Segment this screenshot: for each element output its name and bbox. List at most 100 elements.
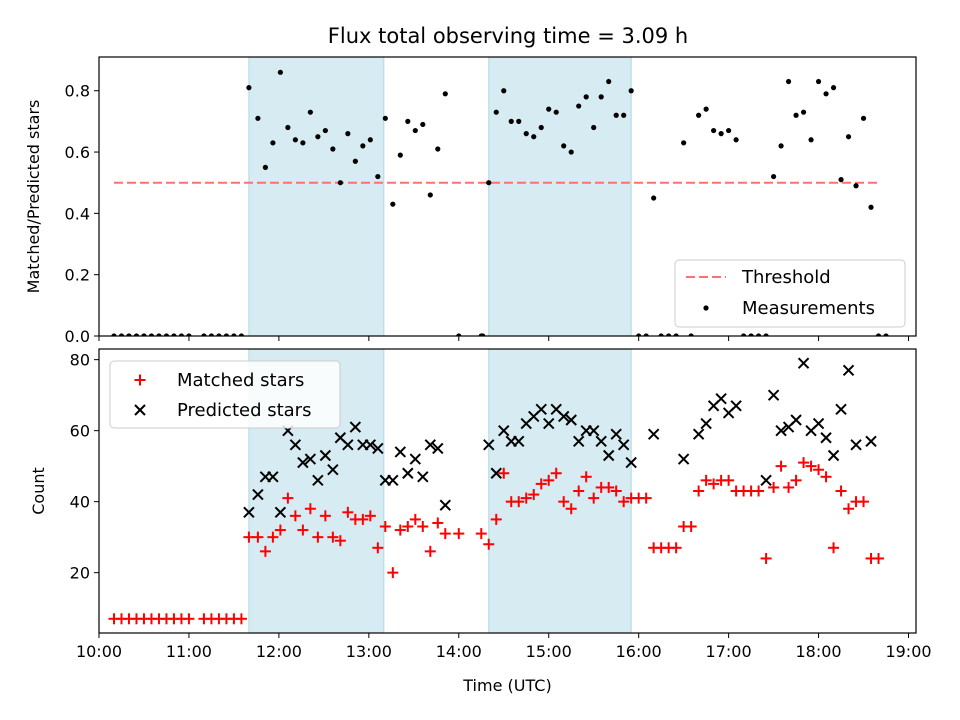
- measurement-point: [216, 333, 222, 336]
- bottom-ytick-label: 60: [70, 422, 90, 441]
- predicted-point-b: [692, 428, 705, 440]
- predicted-point-b: [312, 474, 324, 487]
- measurement-point: [726, 127, 732, 134]
- top-shaded-span-1: [488, 56, 632, 337]
- predicted-point: [297, 456, 309, 469]
- predicted-point-b: [327, 463, 339, 476]
- measurement-point: [397, 152, 403, 158]
- predicted-point-b: [572, 435, 585, 448]
- measurement-point: [696, 112, 702, 118]
- measurement-point: [860, 115, 867, 121]
- matched-point: [439, 528, 451, 540]
- predicted-point: [715, 392, 727, 405]
- predicted-point: [349, 421, 362, 433]
- measurement-point: [568, 149, 574, 155]
- matched-point: [402, 521, 414, 532]
- predicted-point: [760, 474, 772, 487]
- predicted-point: [342, 439, 354, 451]
- matched-point: [783, 481, 795, 493]
- predicted-point-b: [812, 417, 825, 430]
- measurement-point: [360, 143, 366, 149]
- predicted-point-b: [565, 414, 577, 426]
- predicted-point: [498, 424, 510, 437]
- matched-point: [573, 485, 585, 497]
- predicted-point: [558, 410, 570, 423]
- predicted-point: [865, 435, 877, 448]
- measurement-point: [367, 137, 373, 143]
- matched-point: [282, 492, 294, 504]
- xlabel: Time (UTC): [462, 676, 551, 695]
- measurement-point: [201, 333, 207, 336]
- matched-point: [685, 521, 697, 532]
- matched-point: [490, 513, 502, 525]
- measurement-point: [255, 115, 261, 121]
- predicted-point: [692, 428, 705, 440]
- predicted-point: [483, 439, 495, 451]
- matched-point: [304, 503, 316, 515]
- matched-point: [670, 542, 682, 554]
- top-shaded-span-0: [248, 56, 385, 337]
- matched-point: [580, 471, 592, 483]
- top-ytick-label: 0.6: [65, 143, 90, 162]
- matched-point: [183, 613, 195, 625]
- predicted-point-b: [700, 417, 712, 430]
- matched-point: [603, 481, 615, 493]
- predicted-point-b: [550, 403, 562, 416]
- matched-point: [528, 489, 540, 501]
- predicted-point: [513, 435, 525, 448]
- predicted-point-b: [483, 439, 495, 451]
- predicted-point: [439, 499, 451, 511]
- measurement-point: [621, 112, 627, 118]
- xtick-label: 13:00: [346, 642, 392, 661]
- predicted-point-b: [587, 424, 600, 437]
- predicted-point: [730, 400, 742, 412]
- measurement-point: [531, 134, 537, 140]
- matched-point: [843, 503, 855, 515]
- legend-predicted-swatch-b: [134, 404, 146, 416]
- measurement-point: [337, 180, 343, 186]
- chart-title: Flux total observing time = 3.09 h: [328, 24, 688, 48]
- matched-point: [565, 503, 577, 515]
- predicted-point-b: [498, 424, 510, 437]
- predicted-point-b: [820, 432, 832, 444]
- matched-point: [708, 478, 720, 490]
- measurement-point: [480, 333, 486, 336]
- matched-point: [327, 531, 339, 543]
- matched-point: [700, 474, 712, 486]
- bottom-ytick-label: 40: [70, 493, 90, 512]
- measurement-point: [118, 333, 125, 336]
- predicted-point: [252, 488, 264, 501]
- measurement-point: [853, 183, 859, 189]
- measurement-point: [523, 131, 529, 137]
- predicted-point-b: [304, 453, 317, 465]
- predicted-point: [827, 449, 840, 462]
- measurement-point: [688, 333, 694, 336]
- measurement-point: [583, 94, 589, 100]
- predicted-point: [312, 474, 324, 487]
- predicted-point: [417, 471, 429, 483]
- measurement-point: [666, 333, 672, 336]
- measurement-point: [561, 143, 567, 149]
- predicted-point-b: [297, 456, 309, 469]
- measurement-point: [231, 333, 237, 336]
- predicted-point-b: [617, 439, 630, 451]
- predicted-point: [372, 442, 384, 455]
- predicted-point: [364, 439, 377, 451]
- matched-point: [267, 531, 279, 543]
- predicted-point: [535, 403, 547, 416]
- top-legend-box: [674, 259, 906, 328]
- predicted-point: [267, 471, 279, 483]
- matched-point: [558, 496, 570, 508]
- measurement-point: [285, 124, 291, 131]
- legend-measurements-label: Measurements: [742, 298, 875, 319]
- measurement-point: [733, 137, 739, 143]
- measurement-point: [800, 109, 807, 115]
- matched-point: [588, 492, 600, 504]
- matched-point: [409, 513, 421, 525]
- matched-point: [543, 474, 555, 486]
- measurement-point: [442, 91, 448, 97]
- matched-point: [297, 524, 309, 536]
- top-ytick-label: 0.4: [65, 204, 90, 223]
- matched-point: [394, 524, 406, 536]
- predicted-point: [700, 417, 712, 430]
